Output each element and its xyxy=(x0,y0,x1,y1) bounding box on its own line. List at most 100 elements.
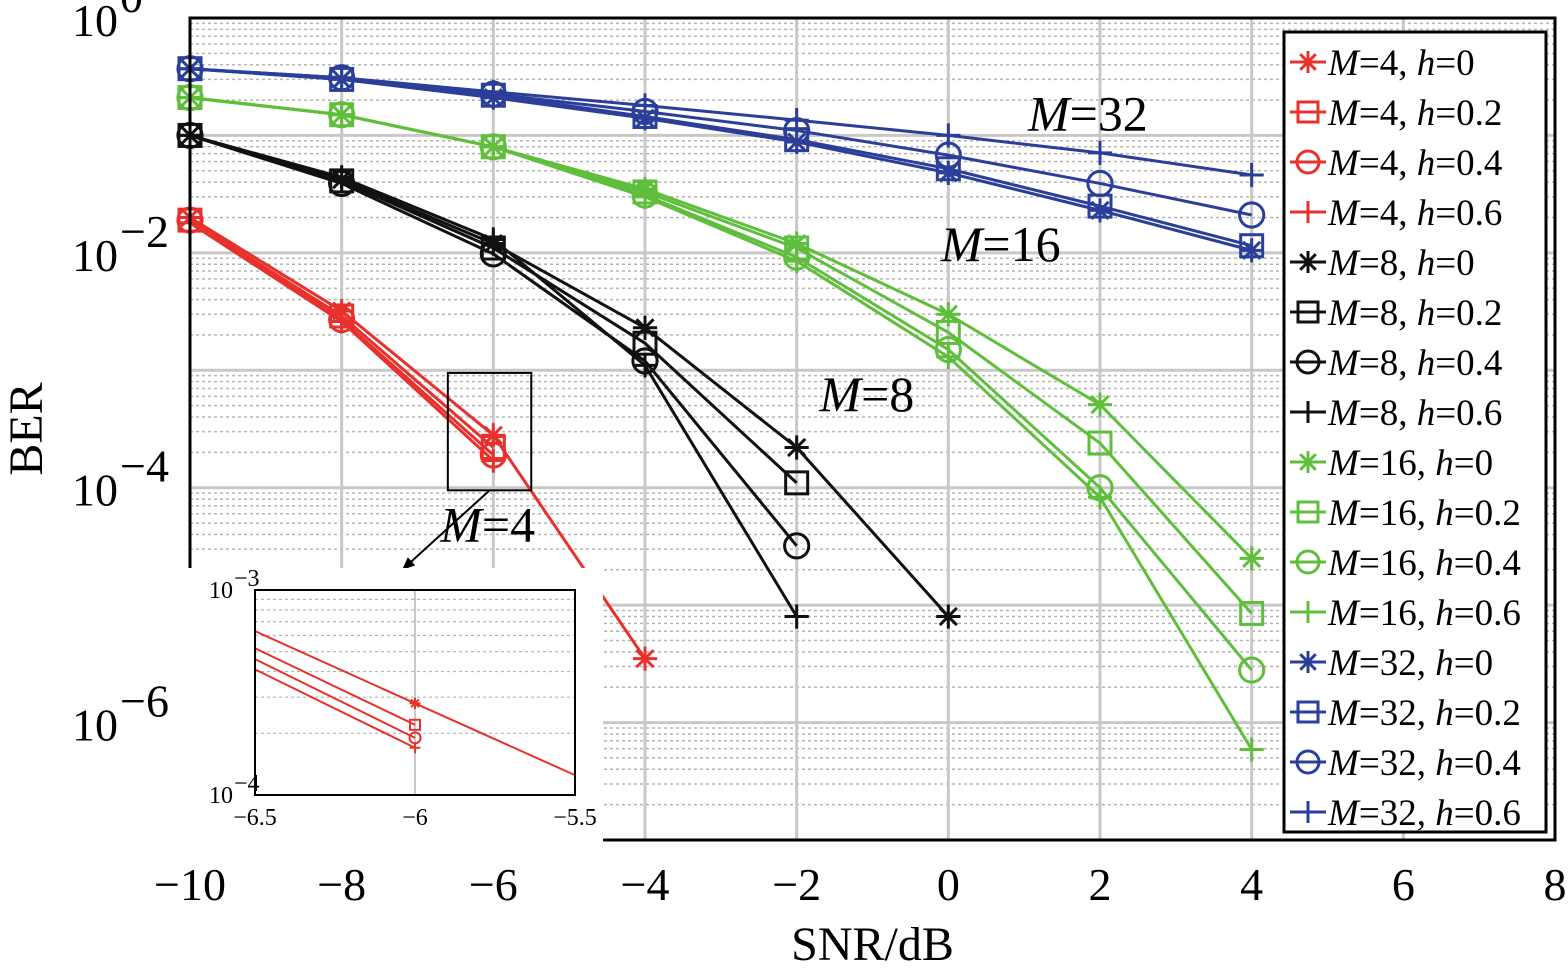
inset-series xyxy=(254,647,421,731)
plus-marker xyxy=(1239,162,1264,188)
star-marker xyxy=(1087,198,1113,223)
square-marker xyxy=(784,470,810,496)
legend-entry: M=32, h=0 xyxy=(1290,643,1493,684)
legend-label: M=32, h=0 xyxy=(1327,643,1493,684)
inset-line xyxy=(254,658,416,739)
legend-entry: M=32, h=0.2 xyxy=(1290,693,1521,734)
square-marker xyxy=(1296,700,1320,724)
y-tick-exponent: 0 xyxy=(120,0,143,22)
inset-y-tick-exponent: −3 xyxy=(234,566,260,592)
x-tick-label: 2 xyxy=(1089,859,1112,910)
inset-x-tick-label: −6.5 xyxy=(233,805,277,831)
square-marker xyxy=(1239,600,1265,626)
x-tick-label: −4 xyxy=(621,859,670,910)
x-tick-label: −6 xyxy=(469,859,518,910)
star-marker xyxy=(936,604,961,629)
plus-marker xyxy=(481,79,506,104)
legend-box xyxy=(1282,30,1548,834)
y-axis-label: BER xyxy=(0,382,53,475)
series-line xyxy=(189,67,1253,248)
tick-labels: −10−8−6−4−20246810010−210−410−6 xyxy=(72,0,1567,910)
legend-entry: M=8, h=0.6 xyxy=(1290,393,1502,434)
star-marker xyxy=(1297,651,1319,673)
annotation-label: M=4 xyxy=(439,496,535,552)
annotation-label: M=16 xyxy=(940,216,1061,272)
series-line xyxy=(189,216,647,660)
plus-marker xyxy=(1297,401,1319,423)
legend-entry: M=4, h=0 xyxy=(1290,43,1475,84)
legend-label: M=32, h=0.4 xyxy=(1327,743,1521,784)
square-marker xyxy=(1296,100,1320,124)
y-tick-base: 10 xyxy=(72,0,118,46)
legend-entry: M=8, h=0.4 xyxy=(1290,343,1502,384)
zoom-box xyxy=(446,371,533,492)
inset-chart: −6.5 −6 −5.510−310−4 xyxy=(183,566,603,843)
square-marker xyxy=(1296,500,1320,524)
inset-line xyxy=(254,668,416,749)
legend-entry: M=8, h=0 xyxy=(1290,243,1475,284)
inset-series xyxy=(254,630,576,777)
legend-label: M=4, h=0.4 xyxy=(1327,143,1502,184)
plus-marker xyxy=(784,249,809,274)
legend-entry: M=4, h=0.6 xyxy=(1290,193,1502,234)
inset-y-tick-base: 10 xyxy=(209,578,233,604)
plus-marker xyxy=(1087,485,1113,510)
plus-marker xyxy=(1239,737,1264,762)
legend-entry: M=16, h=0 xyxy=(1290,443,1493,484)
plus-marker xyxy=(632,93,658,118)
circle-marker xyxy=(1295,349,1321,375)
square-marker xyxy=(1296,300,1320,324)
square-marker xyxy=(1087,430,1113,456)
inset-line xyxy=(254,647,416,726)
star-marker xyxy=(1087,392,1113,417)
legend-label: M=4, h=0.6 xyxy=(1327,193,1502,234)
circle-marker xyxy=(1295,149,1321,175)
legend-label: M=8, h=0 xyxy=(1327,243,1475,284)
zoom-arrowhead xyxy=(402,557,416,570)
legend-label: M=8, h=0.2 xyxy=(1327,293,1502,334)
legend-label: M=16, h=0.2 xyxy=(1327,493,1521,534)
zoom-arrow xyxy=(401,489,491,571)
inset-x-tick-label: −6 xyxy=(402,805,428,831)
star-marker xyxy=(409,697,421,709)
square-marker xyxy=(935,156,961,182)
x-tick-label: 0 xyxy=(937,859,960,910)
plus-marker xyxy=(936,123,961,148)
plus-marker xyxy=(329,65,354,90)
plus-marker xyxy=(784,108,809,133)
plus-marker xyxy=(1297,201,1319,223)
legend-label: M=32, h=0.6 xyxy=(1327,793,1521,834)
circle-marker xyxy=(1238,201,1266,229)
legend-label: M=16, h=0.4 xyxy=(1327,543,1521,584)
star-marker xyxy=(632,646,658,671)
plus-marker xyxy=(936,344,961,370)
inset-y-tick-base: 10 xyxy=(209,783,233,809)
square-marker xyxy=(1239,233,1265,259)
series xyxy=(177,85,1264,762)
y-tick-exponent: −2 xyxy=(120,206,169,257)
annotation-label: M=8 xyxy=(818,366,914,422)
star-marker xyxy=(1297,51,1319,73)
legend-entry: M=4, h=0.4 xyxy=(1290,143,1502,184)
x-tick-label: −10 xyxy=(154,859,226,910)
legend-entry: M=16, h=0.6 xyxy=(1290,593,1521,634)
legend-label: M=8, h=0.6 xyxy=(1327,393,1502,434)
series-line xyxy=(189,67,1252,177)
x-tick-label: 4 xyxy=(1240,859,1263,910)
square-marker xyxy=(935,319,961,345)
square-marker xyxy=(409,718,421,731)
circle-marker xyxy=(1295,749,1321,775)
star-marker xyxy=(1297,251,1319,273)
legend-entry: M=32, h=0.6 xyxy=(1290,793,1521,834)
inset-frame xyxy=(254,589,576,796)
legend-entry: M=4, h=0.2 xyxy=(1290,93,1502,134)
y-tick-exponent: −6 xyxy=(120,676,169,727)
y-tick-base: 10 xyxy=(72,465,118,516)
plot-frame xyxy=(188,16,1557,842)
plus-marker xyxy=(481,134,506,159)
legend-label: M=16, h=0 xyxy=(1327,443,1493,484)
plus-marker xyxy=(329,309,354,334)
plus-marker xyxy=(1087,140,1113,165)
legend-label: M=8, h=0.4 xyxy=(1327,343,1502,384)
